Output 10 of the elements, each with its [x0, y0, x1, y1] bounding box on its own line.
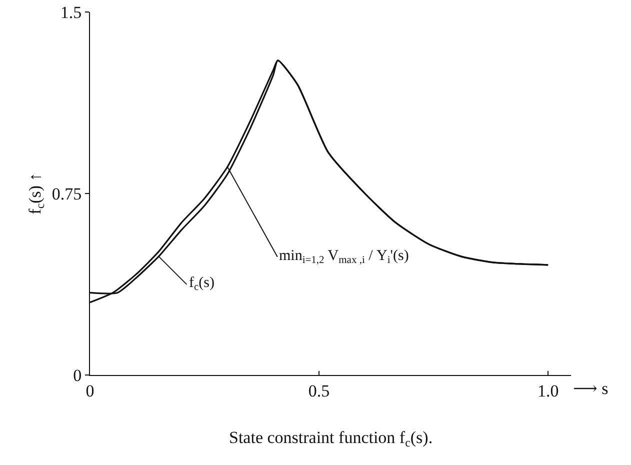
y-tick-label: 1.5 — [60, 2, 82, 22]
x-tick-label: 0 — [86, 381, 94, 400]
text: State constraint function f$_{c}$(s). — [229, 428, 433, 450]
x-tick-label: 1.0 — [537, 381, 559, 400]
y-tick-label: 0.75 — [52, 184, 82, 204]
text: f$_{c}$(s) — [189, 275, 215, 294]
y-tick-label: 0 — [73, 366, 82, 385]
x-axis-title: ⟶ s — [573, 379, 608, 398]
x-tick-label: 0.5 — [308, 381, 330, 400]
series-label: min$_{i=1,2}$ V$_{max ,i}$ / Υ$_{i}$'(s) — [279, 248, 409, 266]
